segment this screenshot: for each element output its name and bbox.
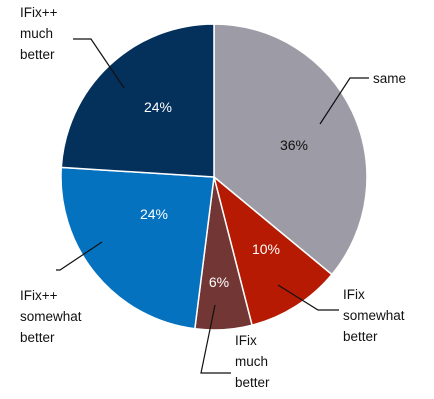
slice-category-label-line: somewhat [343,308,405,323]
slice-category-label-line: much [20,26,53,41]
pie-slice [60,166,215,330]
slice-category-label-line: better [20,330,55,345]
leader-line [73,38,125,89]
slice-percent-label: 10% [252,241,280,257]
pie-slice [212,174,333,327]
slice-percent-label: 24% [144,99,172,115]
pie-slice [60,23,215,178]
slice-category-label: IFix++ much better [20,5,58,62]
pie-slices [60,23,368,331]
slice-category-label-line: much [235,354,268,369]
leader-line [200,304,231,374]
slice-category-label: IFix++ somewhat better [20,288,82,345]
slice-category-label: IFix much better [235,333,270,390]
slice-category-label-line: same [373,71,406,86]
slice-category-label: same [373,71,406,86]
slice-percent-label: 36% [280,137,308,153]
slice-category-label-line: IFix [235,333,257,348]
leader-lines [56,38,369,374]
slice-category-label-line: better [20,47,55,62]
slice-percent-label: 24% [140,206,168,222]
leader-line [277,284,339,311]
slice-category-label-line: better [343,329,378,344]
leader-line [319,77,369,125]
slice-category-label-line: better [235,375,270,390]
slice-category-label-line: IFix [343,287,365,302]
leader-line [56,241,103,271]
slice-category-label: IFix somewhat better [343,287,405,344]
slice-category-label-line: IFix++ [20,288,58,303]
pie-slice [213,23,368,276]
slice-category-label-line: somewhat [20,309,82,324]
slice-category-label-line: IFix++ [20,5,58,20]
percent-labels: 36% 10% 6% 24% 24% [140,99,308,290]
slice-percent-label: 6% [209,274,229,290]
